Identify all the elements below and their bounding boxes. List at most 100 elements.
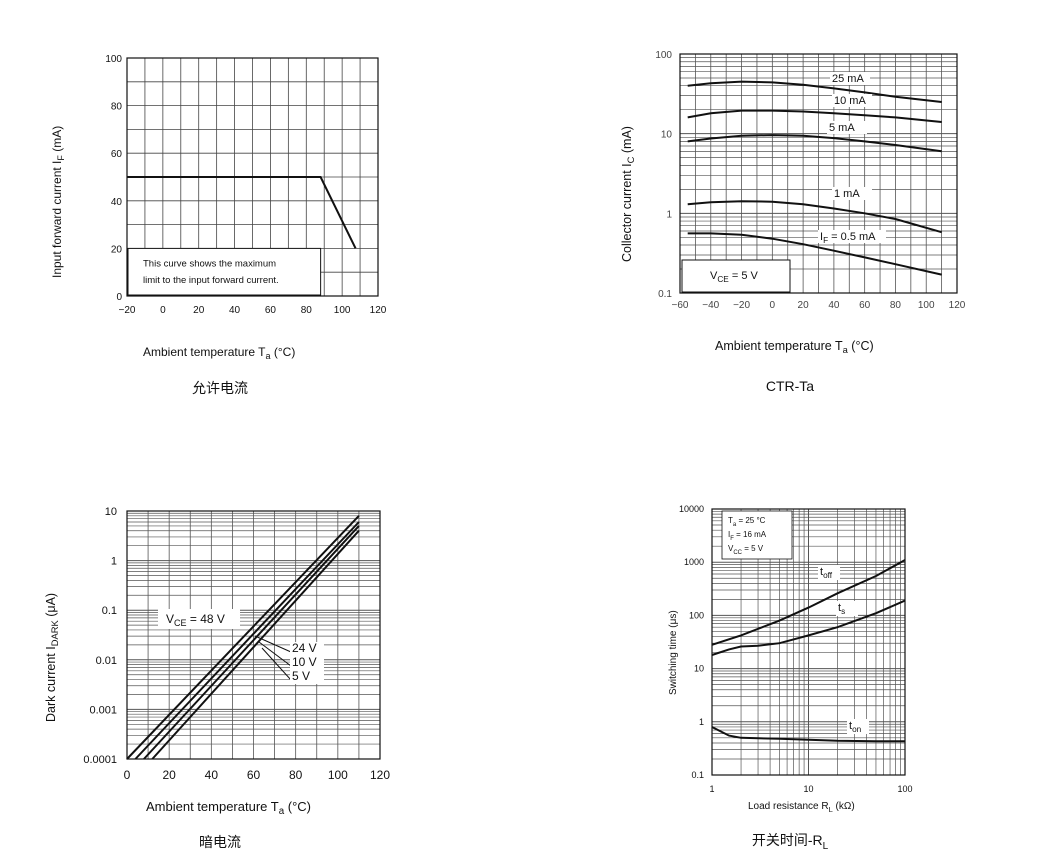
y-tick-label: 0.1 xyxy=(691,770,704,780)
series-label: 24 V xyxy=(292,641,317,655)
label-part: = 0.5 mA xyxy=(828,231,876,243)
x-tick-label: 120 xyxy=(370,305,387,316)
subscript: L xyxy=(829,805,833,814)
series-label: IF = 0.5 mA xyxy=(820,231,876,245)
label-part: = 16 mA xyxy=(734,530,767,539)
plot-frame xyxy=(711,508,906,776)
condition-line: VCC = 5 V xyxy=(728,544,764,556)
y-axis-label: Collector current IC (mA) xyxy=(620,126,636,262)
series-line xyxy=(687,109,942,123)
series-label-bg xyxy=(832,94,872,107)
series-line xyxy=(711,726,905,743)
x-tick-label: 0 xyxy=(160,305,166,316)
x-tick-label: −20 xyxy=(119,305,136,316)
label-part: = 5 V xyxy=(742,544,764,553)
y-tick-label: 100 xyxy=(689,610,704,620)
label-part: V xyxy=(166,612,174,626)
label-part: T xyxy=(728,516,733,525)
label-part: Dark current I xyxy=(44,646,58,722)
series-label-bg xyxy=(818,565,840,580)
x-tick-label: −40 xyxy=(702,300,719,311)
x-tick-label: 0 xyxy=(770,300,776,311)
series-label: 10 V xyxy=(292,655,317,669)
label-part: (μA) xyxy=(44,593,58,620)
caption-switching-time-main: 开关时间-R xyxy=(751,832,823,848)
label-leader-line xyxy=(261,647,292,681)
label-part: Collector current I xyxy=(620,163,634,262)
conditions-box xyxy=(721,510,793,560)
y-tick-label: 0 xyxy=(116,292,122,303)
series-label: 1 mA xyxy=(834,188,860,200)
series-label-bg xyxy=(158,609,240,629)
y-tick-label: 40 xyxy=(111,197,123,208)
series-label-bg xyxy=(818,230,886,243)
x-axis-label: Ambient temperature Ta (°C) xyxy=(146,799,311,817)
note-line: This curve shows the maximum xyxy=(143,258,276,269)
note-line: limit to the input forward current. xyxy=(143,275,279,286)
plot-frame xyxy=(126,510,381,760)
y-tick-label: 0.1 xyxy=(658,289,672,300)
label-part: Ambient temperature T xyxy=(715,339,843,353)
subscript: CE xyxy=(717,275,729,284)
subscript: a xyxy=(733,522,737,528)
label-part: Ambient temperature T xyxy=(143,345,266,359)
x-tick-label: 100 xyxy=(334,305,351,316)
chart-dark-current: VCE = 48 V24 V10 V5 V0 20 40 60 80 100 1200.00… xyxy=(44,506,390,817)
y-tick-label: 0.0001 xyxy=(83,754,117,766)
condition-line: IF = 16 mA xyxy=(728,530,767,542)
subscript: C xyxy=(626,156,636,163)
label-part: (°C) xyxy=(848,339,874,353)
label-part: Load resistance R xyxy=(748,801,829,812)
series-label-bg xyxy=(832,187,872,200)
subscript: a xyxy=(266,351,271,361)
series-label: 5 mA xyxy=(829,122,855,134)
caption-switching-time-sub: L xyxy=(822,840,829,852)
series-label-bg xyxy=(290,642,324,684)
y-tick-label: 10 xyxy=(105,506,117,518)
caption-ctr-ta: CTR-Ta xyxy=(765,378,815,394)
label-part: (mA) xyxy=(50,126,64,155)
x-tick-label: 80 xyxy=(289,768,303,782)
x-tick-label: 60 xyxy=(265,305,277,316)
subscript: CE xyxy=(174,618,187,628)
label-part: (°C) xyxy=(271,345,296,359)
subscript: DARK xyxy=(50,620,60,647)
chart-ctr-ta: 25 mA 10 mA 5 mA 1 mA IF = 0.5 mA VCE = 5 V −6… xyxy=(620,50,966,355)
label-part: Ambient temperature T xyxy=(146,799,279,814)
label-part: I xyxy=(728,530,730,539)
x-tick-label: 40 xyxy=(828,300,840,311)
series-line xyxy=(687,134,942,153)
x-tick-label: −60 xyxy=(672,300,689,311)
subscript: CC xyxy=(733,550,742,556)
y-tick-label: 60 xyxy=(111,149,123,160)
label-part: I xyxy=(820,231,823,243)
y-axis-label: Dark current IDARK (μA) xyxy=(44,593,60,722)
x-tick-label: 20 xyxy=(193,305,205,316)
subscript: s xyxy=(841,607,845,616)
x-tick-label: 20 xyxy=(798,300,810,311)
y-axis-label: Input forward current IF (mA) xyxy=(50,126,66,278)
series-line xyxy=(151,530,360,760)
label-part: 25 mA xyxy=(832,73,864,85)
series-line-max-current xyxy=(127,176,357,249)
series-label: VCE = 48 V xyxy=(166,612,225,628)
note-box xyxy=(127,247,322,296)
y-tick-label: 1 xyxy=(111,556,117,568)
caption-allowable-current: 允许电流 xyxy=(192,380,248,396)
x-tick-label: 60 xyxy=(247,768,261,782)
series-label: 25 mA xyxy=(832,73,864,85)
y-tick-label: 1 xyxy=(666,209,672,220)
y-tick-label: 10000 xyxy=(679,504,704,514)
x-axis-label: Ambient temperature Ta (°C) xyxy=(143,345,295,361)
caption-dark-current: 暗电流 xyxy=(199,834,241,850)
label-part: = 48 V xyxy=(187,612,225,626)
subscript: F xyxy=(56,155,66,161)
label-part: V xyxy=(710,270,718,282)
x-axis-label: Ambient temperature Ta (°C) xyxy=(715,339,874,355)
label-leader-line xyxy=(254,635,292,653)
x-tick-label: 10 xyxy=(803,784,813,794)
y-tick-label: 10 xyxy=(661,130,673,141)
label-leader-line xyxy=(258,641,292,667)
label-part: 5 mA xyxy=(829,122,855,134)
